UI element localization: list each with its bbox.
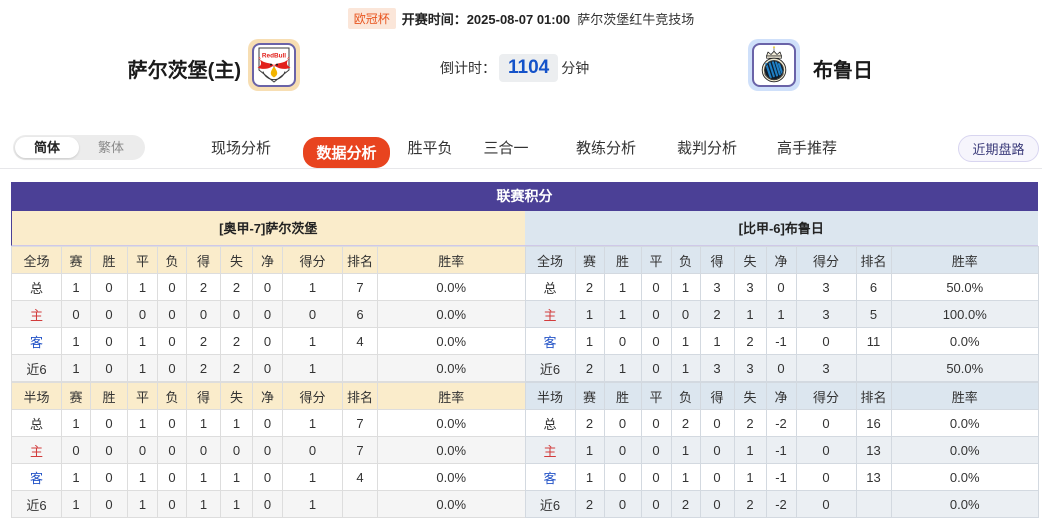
svg-text:RedBull: RedBull bbox=[262, 53, 286, 60]
